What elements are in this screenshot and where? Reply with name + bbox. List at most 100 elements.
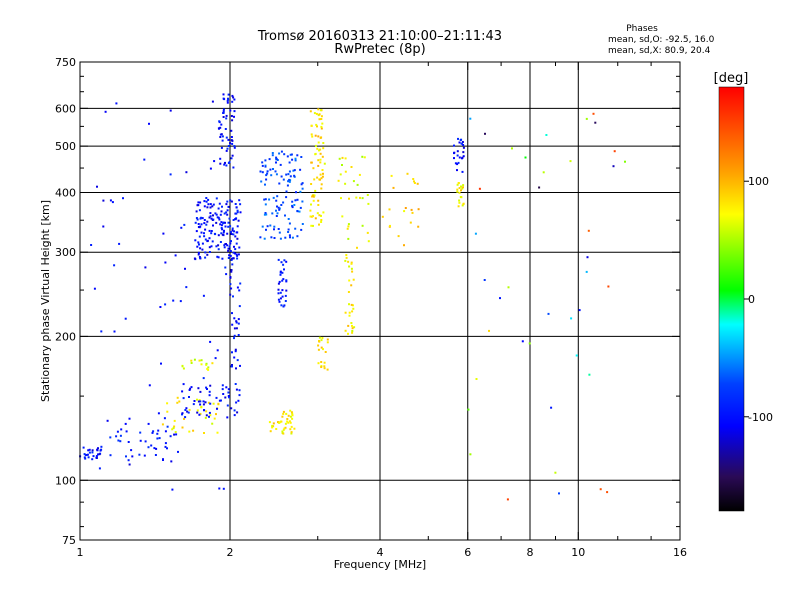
data-point <box>322 147 325 150</box>
data-point <box>506 498 509 501</box>
data-point <box>221 388 224 391</box>
data-point <box>83 453 86 456</box>
data-point <box>156 432 159 435</box>
data-point <box>208 411 211 414</box>
data-point <box>462 186 464 189</box>
data-point <box>173 425 176 428</box>
data-point <box>119 440 122 443</box>
data-point <box>100 445 103 448</box>
data-point <box>236 209 239 212</box>
data-point <box>301 187 304 190</box>
data-point <box>209 384 212 387</box>
data-point <box>321 337 324 339</box>
data-point <box>319 152 322 155</box>
data-point <box>227 93 230 96</box>
data-point <box>196 398 198 401</box>
data-point <box>344 259 347 262</box>
data-point <box>367 240 370 243</box>
data-point <box>164 303 167 306</box>
data-point <box>290 153 293 156</box>
data-point <box>324 351 327 353</box>
data-point <box>281 295 284 298</box>
data-point <box>225 149 228 152</box>
data-point <box>226 404 229 407</box>
data-point <box>317 348 320 351</box>
data-point <box>209 203 212 206</box>
data-point <box>275 161 277 164</box>
data-point <box>271 152 274 154</box>
data-point <box>283 268 285 271</box>
data-point <box>164 442 167 445</box>
data-point <box>587 229 590 232</box>
data-point <box>209 340 212 343</box>
data-point <box>353 326 356 329</box>
data-point <box>467 408 470 411</box>
data-point <box>224 221 226 224</box>
data-point <box>274 170 277 173</box>
data-point <box>279 291 282 294</box>
data-point <box>221 228 224 231</box>
data-point <box>293 204 296 206</box>
data-point <box>454 162 457 165</box>
data-point <box>177 450 179 453</box>
data-point <box>310 224 313 227</box>
data-point <box>282 305 285 308</box>
data-point <box>171 488 174 491</box>
data-point <box>351 310 354 313</box>
data-point <box>233 146 236 149</box>
data-point <box>361 224 364 227</box>
data-point <box>227 225 230 228</box>
data-point <box>318 340 320 342</box>
data-point <box>586 256 589 259</box>
data-point <box>233 414 236 417</box>
data-point <box>90 244 93 246</box>
data-point <box>263 198 266 201</box>
data-point <box>222 231 225 234</box>
data-point <box>220 227 223 229</box>
data-point <box>199 257 202 260</box>
data-point <box>196 409 199 412</box>
data-point <box>91 458 94 461</box>
data-point <box>215 197 218 200</box>
data-point <box>233 145 236 148</box>
data-point <box>222 393 225 395</box>
data-point <box>221 233 224 236</box>
data-point <box>458 201 461 204</box>
data-point <box>462 151 465 154</box>
data-point <box>173 419 176 422</box>
data-point <box>319 148 322 151</box>
x-tick-label-8: 8 <box>527 546 534 559</box>
data-point <box>182 367 185 370</box>
data-point <box>214 233 217 236</box>
data-point <box>211 240 214 243</box>
data-point <box>296 210 299 213</box>
data-point <box>294 199 297 202</box>
data-point <box>317 344 320 347</box>
data-point <box>264 212 267 214</box>
data-point <box>456 163 459 166</box>
data-point <box>309 110 312 113</box>
data-point <box>227 388 230 391</box>
data-point <box>278 207 281 210</box>
data-point <box>612 165 615 168</box>
data-point <box>210 217 213 220</box>
data-point <box>261 225 264 228</box>
data-point <box>225 117 228 120</box>
data-point <box>263 213 266 216</box>
data-point <box>175 433 178 436</box>
data-point <box>208 394 211 397</box>
data-point <box>124 422 127 425</box>
data-point <box>220 221 223 224</box>
data-point <box>469 117 472 120</box>
data-point <box>326 368 329 371</box>
data-point <box>95 457 98 459</box>
data-point <box>228 245 231 248</box>
data-point <box>291 412 294 415</box>
data-point <box>287 231 290 233</box>
data-point <box>279 421 281 424</box>
data-point <box>570 317 573 320</box>
data-point <box>310 203 312 206</box>
data-point <box>83 456 86 459</box>
data-point <box>139 439 142 442</box>
data-point <box>111 201 114 204</box>
